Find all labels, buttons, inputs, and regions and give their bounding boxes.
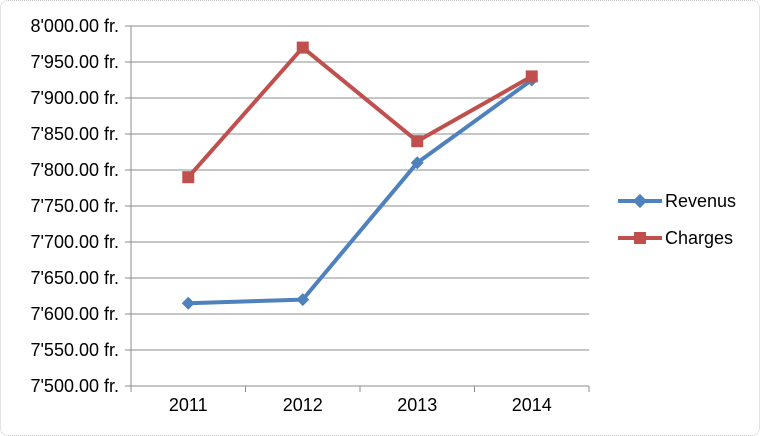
series-revenus-line[interactable] [186,78,534,306]
y-axis-tick-label: 7'850.00 fr. [30,124,119,144]
legend-item-charges[interactable]: Charges [618,226,736,250]
y-axis-tick-label: 7'650.00 fr. [30,268,119,288]
series-charges-data-point-marker[interactable] [525,70,538,83]
series-revenus-data-point-marker[interactable] [181,296,195,310]
legend-label-revenus: Revenus [665,191,737,211]
series-charges-data-point-marker[interactable] [296,41,309,54]
y-axis-tick-label: 7'700.00 fr. [30,232,119,252]
y-axis-tick-label: 8'000.00 fr. [30,16,119,36]
series-charges-data-point-marker[interactable] [182,171,195,184]
x-axis-tick-label: 2011 [169,395,208,415]
series-revenus-data-point-marker[interactable] [410,156,424,170]
y-axis-tick-label: 7'550.00 fr. [30,340,119,360]
y-axis-tick-label: 7'900.00 fr. [30,88,119,108]
legend-item-revenus[interactable]: Revenus [618,189,736,213]
y-axis-tick-label: 7'500.00 fr. [30,376,119,396]
y-axis-tick-label: 7'800.00 fr. [30,160,119,180]
legend-label-charges: Charges [665,228,734,248]
series-charges-data-point-marker[interactable] [411,135,424,148]
y-axis-tick-label: 7'750.00 fr. [30,196,119,216]
y-axis-tick-label: 7'600.00 fr. [30,304,119,324]
charges-line-square-icon [618,230,662,246]
revenus-line-diamond-icon [618,193,662,209]
y-axis-tick-label: 7'950.00 fr. [30,52,119,72]
x-axis-tick-label: 2012 [283,395,323,415]
series-charges-line[interactable] [186,45,534,180]
x-axis-tick-label: 2014 [512,395,552,415]
series-revenus-data-point-marker[interactable] [296,293,310,307]
x-axis-tick-label: 2013 [397,395,437,415]
legend: Revenus Charges [618,189,736,250]
